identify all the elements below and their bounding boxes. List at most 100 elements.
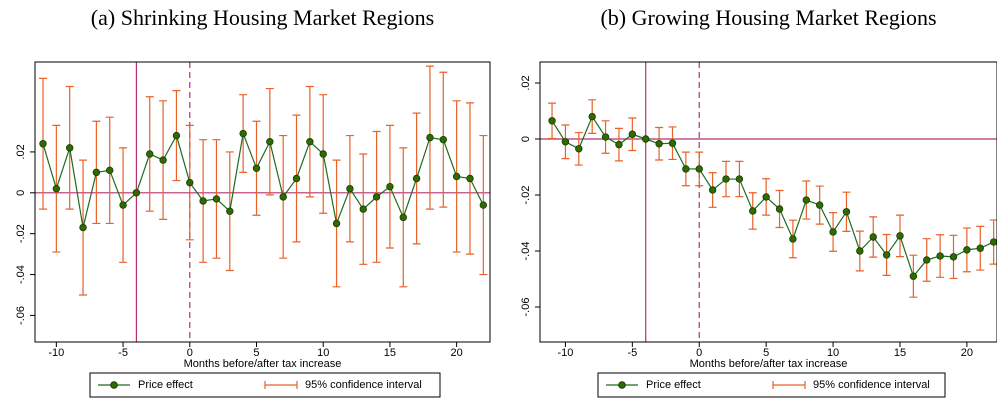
x-tick-label: 15 — [384, 347, 396, 359]
x-tick-label: -10 — [557, 347, 573, 359]
point — [252, 164, 261, 172]
legend-error-sample — [264, 381, 298, 389]
point — [426, 133, 434, 142]
y-tick-label: 0 — [520, 136, 532, 142]
point — [695, 165, 703, 173]
point — [936, 252, 944, 260]
y-tick-label: .02 — [15, 144, 27, 159]
chart-title: (a) Shrinking Housing Market Regions — [91, 5, 434, 30]
y-tick-label: -.02 — [520, 186, 532, 205]
point — [479, 201, 488, 209]
x-tick-label: 10 — [317, 347, 329, 359]
plot-area — [540, 62, 997, 342]
point — [79, 223, 87, 232]
point — [856, 247, 864, 255]
y-tick-label: -.04 — [520, 242, 532, 261]
point — [279, 193, 287, 201]
point — [682, 165, 690, 173]
point — [708, 186, 717, 194]
legend-box — [89, 372, 441, 398]
legend-error-sample — [772, 381, 806, 389]
point — [789, 235, 797, 243]
point — [642, 135, 650, 143]
y-tick-label: -.06 — [520, 298, 532, 317]
point — [949, 253, 958, 261]
x-tick-label: -5 — [627, 347, 637, 359]
point — [869, 233, 877, 241]
x-tick-label: 20 — [961, 347, 973, 359]
point — [292, 174, 301, 183]
point — [266, 138, 274, 146]
point — [439, 135, 447, 144]
point — [575, 145, 583, 153]
point — [963, 246, 971, 254]
point — [386, 182, 394, 191]
plot-frame — [539, 61, 997, 343]
point — [346, 185, 354, 193]
x-tick-label: 20 — [451, 347, 463, 359]
point — [882, 251, 891, 259]
point — [976, 244, 984, 252]
point — [615, 140, 623, 149]
x-tick-label: 5 — [763, 347, 769, 359]
x-tick-label: -5 — [118, 347, 128, 359]
point — [319, 150, 327, 158]
point — [909, 272, 918, 280]
price-line — [42, 131, 484, 228]
point — [628, 130, 637, 138]
legend-label: 95% confidence interval — [305, 379, 422, 391]
y-tick-label: 0 — [15, 190, 27, 196]
point — [52, 185, 61, 193]
y-tick-label: -.04 — [15, 265, 27, 284]
legend-label: 95% confidence interval — [813, 379, 930, 391]
point — [332, 219, 341, 228]
point — [412, 174, 421, 183]
chart-title: (b) Growing Housing Market Regions — [600, 5, 936, 30]
x-axis-label: Months before/after tax increase — [184, 358, 342, 370]
y-tick-label: .02 — [520, 75, 532, 90]
x-tick-label: 10 — [827, 347, 839, 359]
legend-label: Price effect — [646, 379, 701, 391]
point — [172, 131, 181, 140]
point — [92, 168, 101, 177]
x-tick-label: 0 — [187, 347, 193, 359]
point — [722, 175, 730, 183]
x-axis-label: Months before/after tax increase — [690, 358, 848, 370]
point — [802, 196, 811, 204]
point — [159, 156, 167, 164]
x-tick-label: -10 — [48, 347, 64, 359]
plot-frame — [34, 61, 491, 343]
point — [749, 207, 757, 215]
x-tick-label: 15 — [894, 347, 906, 359]
point — [735, 175, 744, 183]
x-tick-label: 0 — [696, 347, 702, 359]
x-tick-label: 5 — [253, 347, 259, 359]
point — [923, 256, 931, 264]
point — [399, 213, 407, 222]
point — [106, 166, 114, 175]
point — [452, 172, 461, 181]
point — [65, 144, 74, 152]
point — [989, 238, 997, 246]
point — [119, 201, 127, 209]
point — [588, 112, 596, 121]
point — [372, 193, 381, 201]
point — [359, 205, 367, 213]
legend-label: Price effect — [138, 379, 193, 391]
point — [561, 138, 570, 146]
y-tick-label: -.02 — [15, 224, 27, 243]
y-tick-label: -.06 — [15, 306, 27, 325]
point — [548, 117, 556, 125]
point — [306, 138, 314, 146]
point — [186, 178, 194, 187]
point — [146, 150, 154, 158]
point — [775, 205, 784, 213]
point — [896, 232, 904, 240]
point — [132, 189, 141, 197]
legend-box — [597, 372, 946, 398]
point — [829, 228, 837, 236]
point — [762, 193, 770, 201]
point — [815, 201, 824, 209]
point — [466, 174, 474, 183]
